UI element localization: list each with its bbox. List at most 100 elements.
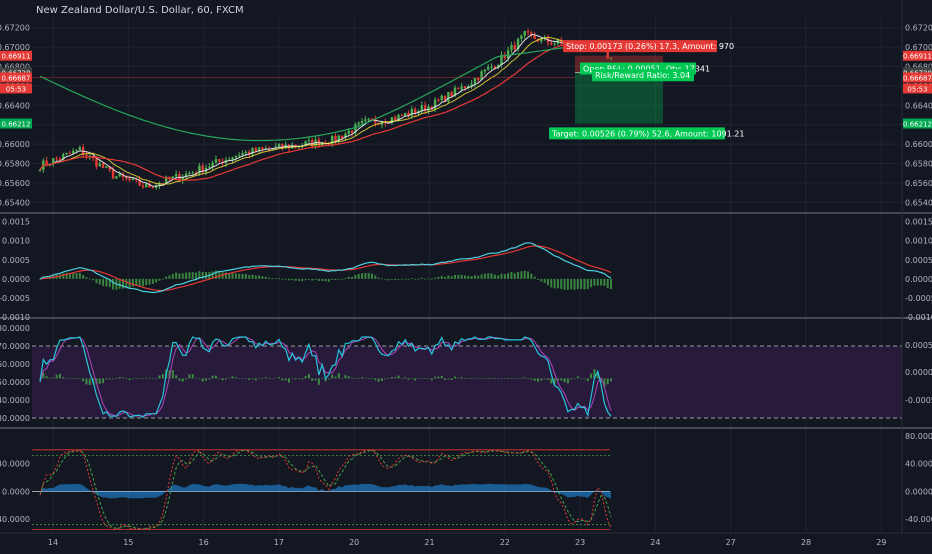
candle-body[interactable] [181, 177, 184, 181]
candle-body[interactable] [390, 117, 394, 124]
candle-body[interactable] [490, 66, 493, 68]
candle-body[interactable] [410, 108, 414, 116]
candle-body[interactable] [413, 108, 417, 114]
candle-body[interactable] [145, 183, 148, 188]
candle-body[interactable] [433, 99, 437, 110]
candle-body[interactable] [148, 183, 151, 188]
candle-body[interactable] [560, 39, 563, 44]
candle-body[interactable] [274, 146, 277, 149]
candle-body[interactable] [423, 105, 427, 111]
candle-body[interactable] [201, 165, 204, 172]
candle-body[interactable] [503, 54, 506, 59]
candle-body[interactable] [463, 86, 467, 88]
candle-body[interactable] [234, 155, 238, 158]
candle-body[interactable] [550, 42, 553, 45]
candle-body[interactable] [38, 169, 42, 171]
candle-body[interactable] [487, 67, 490, 70]
candle-body[interactable] [404, 112, 407, 116]
candle-body[interactable] [311, 140, 314, 147]
candle-body[interactable] [218, 159, 221, 162]
candle-body[interactable] [337, 135, 340, 141]
candle-body[interactable] [261, 147, 264, 149]
candle-body[interactable] [251, 148, 254, 155]
candle-body[interactable] [520, 35, 523, 39]
candle-body[interactable] [350, 130, 354, 133]
candle-body[interactable] [141, 185, 145, 188]
candle-body[interactable] [125, 176, 128, 179]
candle-body[interactable] [98, 163, 101, 167]
candle-body[interactable] [354, 124, 357, 133]
candle-body[interactable] [394, 117, 397, 120]
candle-body[interactable] [231, 157, 234, 160]
candle-body[interactable] [420, 105, 423, 112]
candle-body[interactable] [513, 45, 516, 50]
candle-body[interactable] [214, 159, 218, 163]
candle-body[interactable] [367, 118, 370, 120]
candle-body[interactable] [68, 152, 72, 154]
candle-body[interactable] [380, 122, 384, 125]
candle-body[interactable] [506, 50, 510, 59]
candle-body[interactable] [254, 148, 257, 152]
candle-body[interactable] [238, 155, 241, 157]
candle-body[interactable] [45, 160, 48, 165]
candle-body[interactable] [493, 66, 497, 69]
candle-body[interactable] [307, 140, 311, 142]
candle-body[interactable] [88, 155, 91, 157]
candle-body[interactable] [437, 99, 440, 101]
candle-body[interactable] [62, 154, 65, 160]
candle-body[interactable] [530, 32, 533, 36]
candle-body[interactable] [95, 158, 98, 167]
candle-body[interactable] [516, 38, 520, 50]
candle-body[interactable] [184, 173, 188, 178]
candle-body[interactable] [101, 163, 105, 168]
candle-body[interactable] [523, 31, 526, 36]
candle-body[interactable] [609, 57, 613, 59]
candle-body[interactable] [257, 147, 261, 152]
candle-body[interactable] [304, 141, 307, 146]
candle-body[interactable] [447, 92, 450, 102]
candle-body[interactable] [364, 119, 367, 122]
candle-body[interactable] [191, 172, 194, 174]
candle-body[interactable] [151, 187, 155, 189]
candle-body[interactable] [606, 49, 609, 59]
candle-body[interactable] [427, 106, 430, 111]
candle-body[interactable] [168, 176, 171, 179]
candle-body[interactable] [194, 172, 198, 174]
candle-body[interactable] [108, 166, 111, 170]
candle-body[interactable] [457, 87, 460, 90]
candle-body[interactable] [477, 78, 480, 81]
candle-body[interactable] [374, 119, 377, 123]
candle-body[interactable] [460, 86, 463, 90]
candle-body[interactable] [291, 144, 294, 149]
candle-body[interactable] [138, 179, 141, 186]
candle-body[interactable] [198, 165, 201, 174]
candle-body[interactable] [357, 122, 360, 125]
candle-body[interactable] [111, 169, 115, 179]
candle-body[interactable] [453, 87, 457, 97]
candle-body[interactable] [247, 151, 251, 155]
candle-body[interactable] [58, 158, 62, 160]
candle-body[interactable] [188, 173, 191, 175]
candle-body[interactable] [281, 143, 284, 148]
candle-body[interactable] [540, 38, 543, 42]
pane-dividers[interactable] [0, 0, 932, 534]
candle-body[interactable] [241, 153, 244, 156]
candle-body[interactable] [174, 174, 178, 177]
candle-body[interactable] [470, 83, 473, 86]
candle-body[interactable] [128, 178, 131, 181]
candle-body[interactable] [473, 78, 477, 84]
candle-body[interactable] [65, 152, 68, 155]
candle-body[interactable] [75, 150, 78, 152]
trade-tool[interactable]: Stop: 0.00173 (0.26%) 17.3, Amount: 970 O… [32, 40, 744, 140]
candle-body[interactable] [440, 95, 443, 101]
candle-body[interactable] [500, 54, 503, 66]
candle-body[interactable] [327, 144, 331, 146]
candle-body[interactable] [483, 69, 487, 72]
candle-body[interactable] [211, 162, 214, 167]
candle-body[interactable] [370, 118, 374, 120]
candle-body[interactable] [400, 114, 404, 116]
candle-body[interactable] [510, 45, 513, 51]
candle-body[interactable] [450, 92, 453, 97]
candle-body[interactable] [496, 65, 500, 69]
